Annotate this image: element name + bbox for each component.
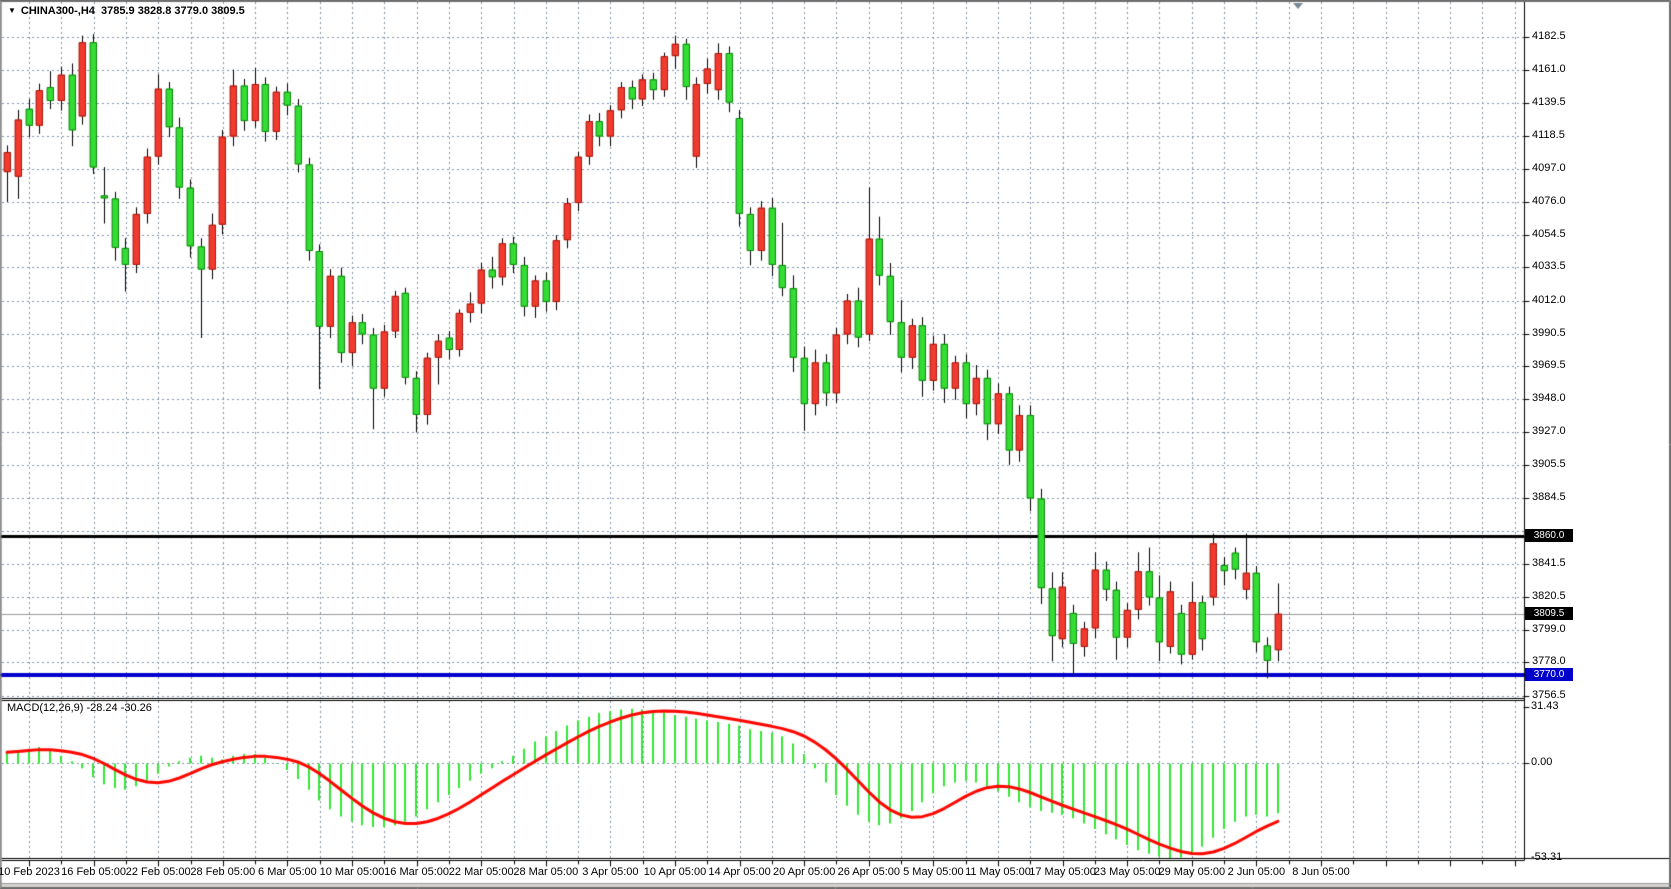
price-axis-label: 4012.0 xyxy=(1532,293,1566,306)
macd-axis-label: 31.43 xyxy=(1531,700,1559,712)
price-badge-current: 3809.5 xyxy=(1525,607,1573,621)
price-axis-label: 4161.0 xyxy=(1532,63,1566,76)
macd-axis-label: -53.31 xyxy=(1531,850,1563,863)
time-axis-label: 22 Mar 05:00 xyxy=(448,866,514,878)
price-axis-label: 4076.0 xyxy=(1532,194,1566,207)
time-axis-label: 28 Mar 05:00 xyxy=(513,866,579,878)
price-axis-label: 4118.5 xyxy=(1532,128,1565,141)
time-axis-label: 10 Feb 2023 xyxy=(0,866,60,878)
macd-axis-label: 0.00 xyxy=(1531,755,1553,768)
price-axis-label: 4097.0 xyxy=(1532,162,1566,175)
price-axis-label: 3756.5 xyxy=(1532,688,1566,701)
time-axis-label: 10 Mar 05:00 xyxy=(319,866,385,878)
time-axis-label: 2 Jun 05:00 xyxy=(1227,866,1286,878)
time-axis-label: 16 Mar 05:00 xyxy=(384,866,450,878)
price-axis-label: 3969.5 xyxy=(1532,359,1566,372)
price-badge-blue-line: 3770.0 xyxy=(1525,668,1573,682)
time-axis-label: 11 May 05:00 xyxy=(965,866,1031,878)
time-axis-label: 20 Apr 05:00 xyxy=(772,866,836,878)
price-axis-label: 3927.0 xyxy=(1532,424,1566,437)
symbol-dropdown-icon[interactable]: ▼ xyxy=(8,6,16,15)
price-axis-label: 3884.5 xyxy=(1532,490,1566,503)
price-axis-label: 3778.0 xyxy=(1532,655,1566,668)
time-axis-label: 17 May 05:00 xyxy=(1029,866,1096,878)
price-badge-black-line: 3860.0 xyxy=(1525,529,1573,543)
price-axis-label: 3948.0 xyxy=(1532,392,1566,405)
time-axis-label: 16 Feb 05:00 xyxy=(61,866,127,878)
chart-title: ▼ CHINA300-,H4 3785.9 3828.8 3779.0 3809.… xyxy=(8,5,245,18)
price-axis-label: 4139.5 xyxy=(1532,96,1566,109)
macd-indicator-label: MACD(12,26,9) -28.24 -30.26 xyxy=(7,702,152,714)
time-axis-label: 14 Apr 05:00 xyxy=(708,866,771,878)
time-axis-label: 5 May 05:00 xyxy=(903,866,964,878)
time-axis-label: 22 Feb 05:00 xyxy=(125,866,191,878)
price-axis-label: 3990.5 xyxy=(1532,326,1566,339)
price-axis-label: 3799.0 xyxy=(1532,622,1566,635)
time-axis-label: 8 Jun 05:00 xyxy=(1292,866,1350,878)
price-axis-label: 4033.5 xyxy=(1532,260,1566,273)
price-axis-label: 3905.5 xyxy=(1532,458,1566,471)
time-axis-label: 23 May 05:00 xyxy=(1093,866,1161,878)
price-axis-label: 3841.5 xyxy=(1532,557,1566,570)
time-axis-label: 10 Apr 05:00 xyxy=(643,866,707,878)
price-axis-label: 4054.5 xyxy=(1532,227,1566,240)
ohlc-values: 3785.9 3828.8 3779.0 3809.5 xyxy=(101,5,245,17)
price-axis-label: 3820.5 xyxy=(1532,589,1566,602)
time-axis-label: 26 Apr 05:00 xyxy=(837,866,900,878)
time-axis-label: 3 Apr 05:00 xyxy=(582,866,639,878)
time-axis-label: 29 May 05:00 xyxy=(1158,866,1226,878)
symbol-period-label: CHINA300-,H4 xyxy=(20,5,95,17)
time-axis-label: 28 Feb 05:00 xyxy=(190,866,256,878)
time-axis-label: 6 Mar 05:00 xyxy=(258,866,317,878)
price-axis-label: 4182.5 xyxy=(1532,29,1566,42)
